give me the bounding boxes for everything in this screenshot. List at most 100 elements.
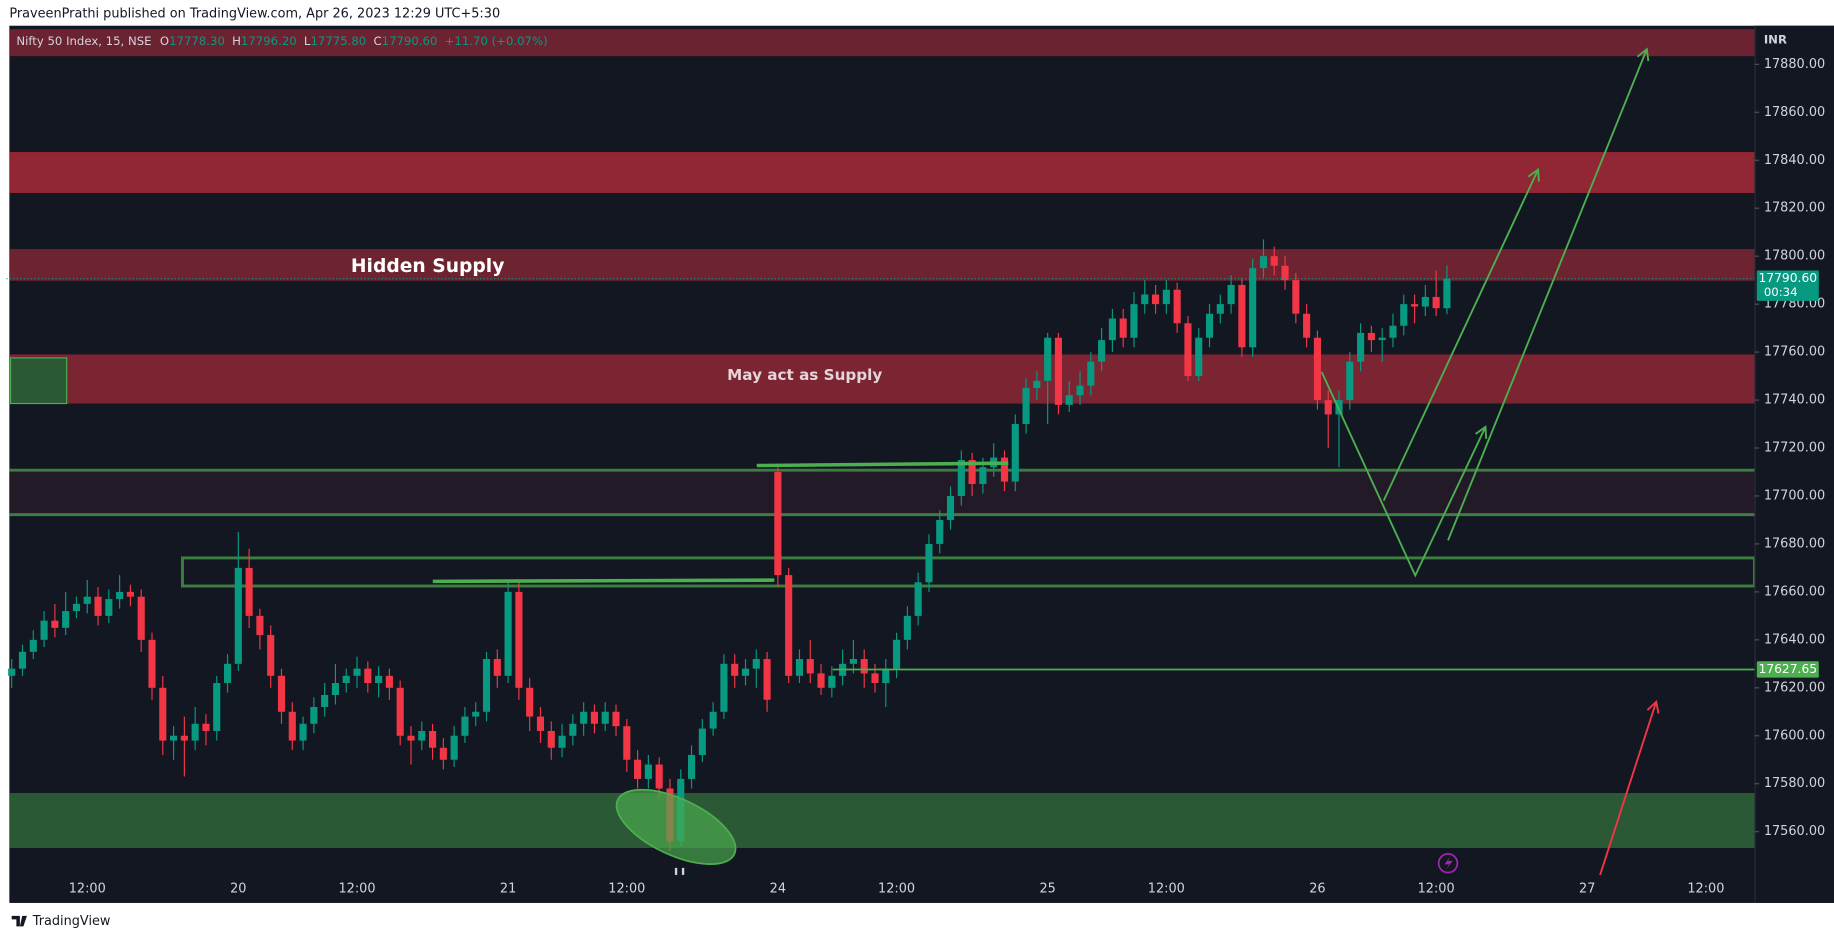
candle-body	[1108, 318, 1116, 341]
x-tick-label: 12:00	[608, 881, 645, 896]
marker-icon	[681, 867, 685, 875]
countdown-label: 00:34	[1764, 285, 1798, 299]
candle-body	[1044, 337, 1052, 381]
candle-body	[828, 675, 836, 688]
candle-body	[558, 735, 566, 748]
y-tick-label: 17700.00	[1764, 488, 1825, 503]
candle-body	[687, 754, 696, 779]
candle-body	[94, 596, 102, 616]
ohlc-change: +11.70 (+0.07%)	[445, 33, 548, 47]
candle-body	[1195, 337, 1203, 377]
candle-body	[893, 639, 901, 669]
candle-body	[277, 675, 286, 712]
candle-body	[741, 668, 750, 676]
annotation: May act as Supply	[727, 366, 882, 384]
candle-body	[1119, 318, 1127, 338]
candle-body	[1087, 361, 1095, 386]
footer-text: TradingView	[32, 914, 111, 929]
candle-body	[461, 716, 469, 736]
ohlc-key: C	[373, 33, 381, 47]
candle-body	[1432, 296, 1440, 309]
candle-body	[1259, 256, 1268, 269]
footer-logo	[11, 915, 27, 927]
projection-arrow	[1382, 167, 1540, 502]
candle-body	[623, 726, 631, 760]
candle-body	[1076, 385, 1084, 396]
last-price-label: 17790.60	[1759, 271, 1818, 285]
demand-box	[9, 357, 68, 405]
candle-body	[1313, 337, 1321, 401]
x-tick-label: 20	[230, 881, 246, 896]
x-tick-label: 12:00	[1687, 881, 1724, 896]
candle-body	[1292, 280, 1300, 314]
candle-body	[418, 730, 426, 741]
candle-body	[515, 591, 523, 688]
drawings	[432, 47, 1660, 876]
ohlc-key: H	[232, 33, 241, 47]
candle-body	[202, 723, 210, 731]
candle-body	[1249, 268, 1257, 348]
candle-body	[29, 639, 37, 652]
published-note: PraveenPrathi published on TradingView.c…	[9, 7, 500, 22]
candle-body	[126, 591, 134, 597]
candle-body	[1421, 296, 1429, 307]
candle-body	[472, 711, 480, 717]
price-line-badge	[1756, 661, 1819, 678]
y-tick-label: 17880.00	[1764, 57, 1825, 72]
currency: INR	[1764, 32, 1787, 46]
candle-body	[51, 620, 59, 628]
candle-body	[882, 668, 890, 684]
event-icon[interactable]	[1437, 852, 1459, 874]
candle-body	[493, 659, 501, 676]
y-tick-label: 17760.00	[1764, 345, 1825, 360]
event-icon-bolt	[1444, 856, 1453, 871]
symbol: Nifty 50 Index, 15, NSE	[16, 33, 151, 47]
candle-body	[321, 694, 329, 707]
chart-header: Nifty 50 Index, 15, NSE O17778.30 H17796…	[16, 33, 547, 47]
x-tick-label: 26	[1309, 881, 1325, 896]
candle-body	[644, 764, 652, 779]
candle-body	[731, 663, 739, 676]
candle-body	[925, 543, 933, 583]
x-tick-label: 12:00	[69, 881, 106, 896]
candle-body	[1173, 289, 1181, 324]
candle-body	[1098, 340, 1106, 362]
candle-body	[1216, 304, 1224, 314]
candle-body	[1389, 325, 1397, 338]
projection-arrow	[1447, 47, 1650, 541]
candle-body	[763, 659, 771, 700]
candle-body	[288, 711, 296, 741]
candle-body	[40, 620, 48, 640]
candle-body	[1065, 395, 1073, 405]
candle-body	[375, 675, 383, 684]
y-tick-label: 17560.00	[1764, 824, 1825, 839]
y-tick-label: 17720.00	[1764, 441, 1825, 456]
candle-body	[590, 711, 598, 724]
candle-body	[385, 675, 393, 688]
candle-body	[299, 723, 307, 741]
y-tick-label: 17660.00	[1764, 584, 1825, 599]
x-tick-label: 24	[770, 881, 786, 896]
candle-body	[1054, 337, 1063, 405]
y-tick-label: 17600.00	[1764, 728, 1825, 743]
candle-body	[752, 659, 760, 669]
candle-body	[1346, 361, 1354, 401]
candle-body	[569, 723, 577, 736]
candle-body	[1227, 284, 1235, 305]
candle-body	[504, 591, 512, 676]
candle-body	[1141, 294, 1149, 305]
last-price-badge	[1756, 270, 1819, 301]
y-tick-label: 17860.00	[1764, 105, 1825, 120]
candle-body	[979, 467, 987, 484]
x-tick-label: 27	[1579, 881, 1595, 896]
candle-body	[1238, 284, 1246, 348]
price-line-label: 17627.65	[1759, 662, 1818, 676]
ohlc-key: O	[160, 33, 169, 47]
marker-icon	[674, 867, 678, 875]
candle-body	[849, 659, 857, 664]
candle-body	[191, 723, 199, 741]
x-tick-label: 12:00	[1148, 881, 1185, 896]
annotation: Hidden Supply	[351, 256, 505, 277]
candle-body	[18, 651, 27, 669]
